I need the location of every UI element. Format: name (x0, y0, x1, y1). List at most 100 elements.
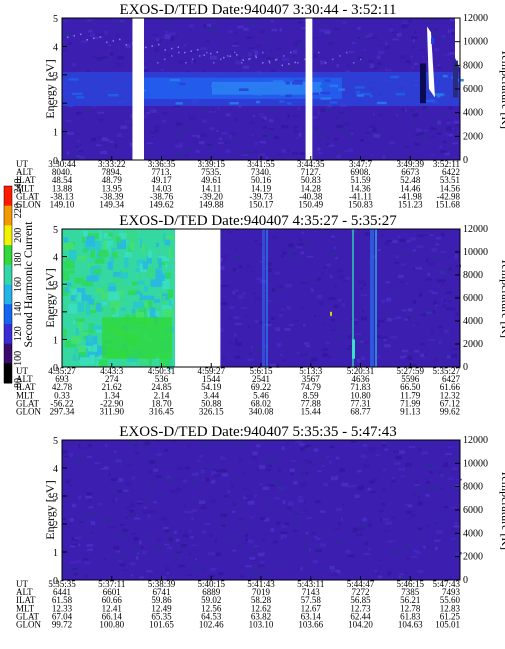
table-row-label: GLON (16, 407, 41, 417)
table-cell: 3:41:55 (247, 159, 275, 169)
table-cell: 71.99 (400, 398, 421, 408)
table-cell: 58.28 (251, 595, 272, 605)
table-cell: 12.78 (400, 603, 421, 613)
table-cell: 5:41:43 (247, 579, 275, 589)
colorbar-tick-label: 180 (13, 252, 24, 267)
table-cell: 18.70 (151, 398, 172, 408)
table-cell: 99.62 (440, 407, 460, 417)
y-tick-label: 5 (53, 14, 58, 25)
table-cell: 1544 (202, 374, 221, 384)
y-tick-label: 0 (53, 363, 58, 374)
table-cell: 61.83 (400, 611, 421, 621)
panel-title: EXOS-D/TED Date:940407 5:35:35 - 5:47:43 (119, 424, 396, 440)
table-cell: -42.98 (437, 191, 461, 201)
table-cell: 49.17 (151, 175, 172, 185)
y-tick-label: 3 (53, 71, 58, 82)
y-tick-label: 3 (53, 492, 58, 503)
table-cell: 68.02 (251, 398, 271, 408)
table-cell: 105.01 (435, 620, 460, 630)
table-cell: 7894. (102, 167, 122, 177)
table-cell: 3:33:22 (98, 159, 126, 169)
panel-1: EXOS-D/TED Date:940407 3:30:44 - 3:52:11… (16, 2, 505, 210)
table-cell: 7127. (301, 167, 321, 177)
table-cell: -22.90 (100, 398, 124, 408)
table-cell: 5:43:11 (297, 579, 324, 589)
table-cell: 150.83 (348, 200, 373, 210)
table-cell: 61.58 (52, 595, 73, 605)
table-cell: 5:47:43 (432, 579, 460, 589)
table-cell: -56.22 (50, 398, 73, 408)
table-row-label: ILAT (16, 175, 36, 185)
table-cell: 5596 (401, 374, 420, 384)
table-row-label: ILAT (16, 595, 36, 605)
table-cell: 14.28 (301, 183, 322, 193)
y2-tick-label: 6000 (463, 293, 483, 304)
table-cell: -40.38 (299, 191, 323, 201)
table-cell: 2.14 (154, 390, 170, 400)
y-tick-label: 4 (53, 42, 58, 53)
table-cell: 56.21 (400, 595, 420, 605)
table-cell: 6889 (202, 587, 221, 597)
table-cell: 14.56 (440, 183, 461, 193)
table-cell: 61.66 (440, 382, 461, 392)
colorbar-segment (4, 264, 12, 285)
table-cell: 69.22 (251, 382, 271, 392)
table-row-label: ALT (16, 167, 33, 177)
colorbar-segment (4, 363, 12, 384)
y2-axis-label: Temperature [K] (499, 49, 505, 129)
table-cell: 104.63 (398, 620, 423, 630)
table-row-label: ALT (16, 587, 33, 597)
colorbar: 80 100 120 140 160 180 200 220 240 Second Harmoni… (3, 179, 35, 388)
vertical-streaks (262, 229, 377, 367)
table-cell: 11.79 (400, 390, 420, 400)
table-cell: 53.51 (440, 175, 460, 185)
table-cell: -38.39 (100, 191, 124, 201)
table-cell: 4:43:3 (100, 366, 124, 376)
table-row-label: UT (16, 159, 28, 169)
table-cell: -39.73 (249, 191, 273, 201)
table-cell: 5:38:39 (148, 579, 176, 589)
y2-tick-label: 2000 (463, 339, 483, 350)
y2-tick-label: 4000 (463, 316, 483, 327)
colorbar-segment (4, 304, 12, 325)
table-cell: 68.77 (350, 407, 371, 417)
y2-axis-label: Temperature [K] (499, 470, 505, 550)
table-cell: 7019 (252, 587, 271, 597)
table-cell: 4:50:31 (148, 366, 176, 376)
table-cell: 48.54 (52, 175, 73, 185)
table-cell: 14.36 (350, 183, 371, 193)
table-cell: 297.34 (50, 407, 75, 417)
table-cell: 693 (55, 374, 69, 384)
table-cell: 63.14 (301, 611, 322, 621)
y-axis-label: Energy [eV] (43, 59, 57, 118)
table-cell: 12.41 (102, 603, 122, 613)
table-cell: 57.58 (301, 595, 322, 605)
table-cell: 59.02 (201, 595, 221, 605)
table-row-label: GLON (16, 200, 41, 210)
y2-tick-label: 10000 (463, 458, 488, 469)
table-cell: 101.65 (149, 620, 174, 630)
table-cell: 311.90 (100, 407, 125, 417)
y2-tick-label: 8000 (463, 482, 483, 493)
y2-axis-label: Temperature [K] (499, 258, 505, 338)
colorbar-tick-label: 120 (13, 326, 24, 341)
table-cell: 150.17 (249, 200, 274, 210)
table-cell: 4:35:27 (48, 366, 76, 376)
table-cell: -41.98 (399, 191, 423, 201)
table-cell: 48.79 (102, 175, 123, 185)
y2-tick-label: 10000 (463, 247, 488, 258)
table-cell: 149.62 (149, 200, 174, 210)
y-tick-label: 3 (53, 280, 58, 291)
table-cell: 3567 (302, 374, 321, 384)
y2-tick-label: 12000 (463, 13, 488, 24)
colorbar-segment (4, 284, 12, 305)
table-cell: 340.08 (249, 407, 274, 417)
data-gap (305, 17, 313, 161)
table-cell: 12.49 (151, 603, 172, 613)
table-cell: 51.59 (350, 175, 371, 185)
y-tick-label: 0 (53, 576, 58, 587)
table-cell: 8040. (52, 167, 72, 177)
table-cell: 6427 (442, 374, 461, 384)
table-cell: 52.48 (400, 175, 421, 185)
